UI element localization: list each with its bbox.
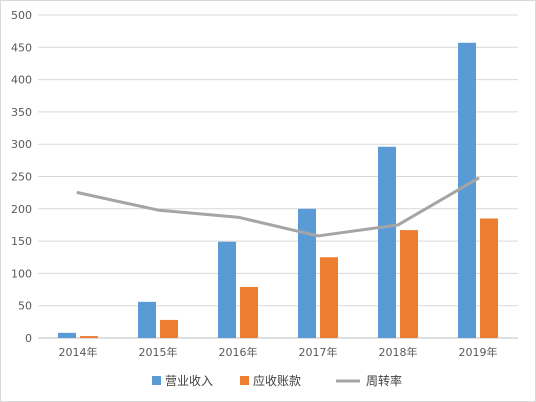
bar-receivables [320, 257, 338, 338]
y-tick-label: 100 [11, 267, 32, 280]
x-tick-label: 2014年 [59, 345, 98, 359]
x-tick-label: 2019年 [459, 345, 498, 359]
bar-receivables [160, 319, 178, 338]
y-tick-label: 0 [25, 332, 32, 345]
bar-revenue [58, 332, 76, 338]
legend-label: 周转率 [366, 373, 402, 388]
bars [58, 42, 498, 338]
y-tick-label: 350 [11, 106, 32, 119]
y-tick-label: 200 [11, 203, 32, 216]
y-tick-label: 250 [11, 171, 32, 184]
watermark: 知乎 @风起云涌 [428, 370, 523, 386]
x-tick-label: 2017年 [299, 345, 338, 359]
gridlines [38, 14, 518, 339]
bar-revenue [218, 241, 236, 338]
y-tick-label: 300 [11, 138, 32, 151]
legend-swatch [240, 376, 249, 385]
bar-revenue [138, 301, 156, 338]
bar-revenue [458, 42, 476, 338]
bar-receivables [400, 230, 418, 338]
x-axis: 2014年 2015年 2016年 2017年 2018年 2019年 [59, 345, 498, 359]
bar-receivables [240, 286, 258, 338]
bar-receivables [480, 218, 498, 338]
watermark-text: 知乎 @风起云涌 [428, 370, 523, 386]
bar-revenue [378, 146, 396, 338]
x-tick-label: 2016年 [219, 345, 258, 359]
y-tick-label: 150 [11, 235, 32, 248]
legend-swatch [152, 376, 161, 385]
y-axis: 0 50 100 150 200 250 300 350 400 450 500 [11, 9, 32, 345]
y-tick-label: 400 [11, 74, 32, 87]
bar-receivables [80, 336, 98, 338]
legend-label: 应收账款 [253, 373, 301, 388]
line-series [76, 176, 480, 238]
legend: 营业收入 应收账款 周转率 [152, 373, 402, 388]
y-tick-label: 500 [11, 9, 32, 22]
x-tick-label: 2018年 [379, 345, 418, 359]
legend-label: 营业收入 [165, 374, 213, 388]
y-tick-label: 50 [18, 300, 32, 313]
bar-revenue [298, 208, 316, 338]
turnover-line [76, 176, 480, 238]
x-tick-label: 2015年 [139, 345, 178, 359]
y-tick-label: 450 [11, 41, 32, 54]
